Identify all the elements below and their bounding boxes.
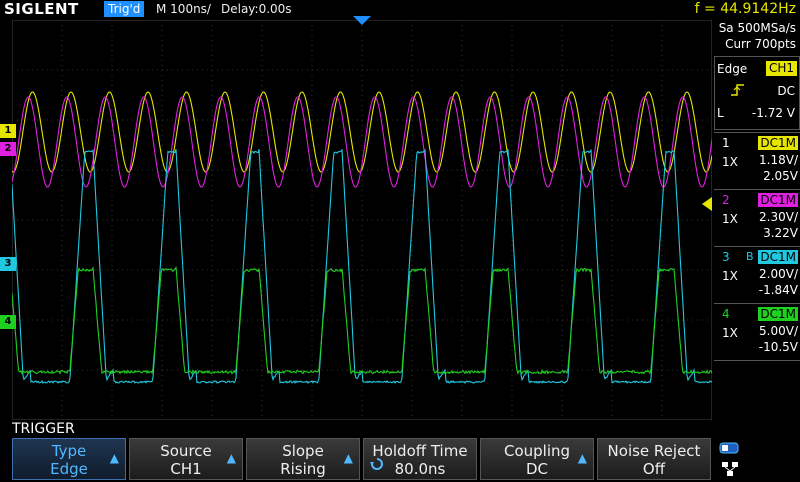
softkey-slope[interactable]: Slope Rising ▲ bbox=[246, 438, 360, 480]
softkey-noise-reject[interactable]: Noise Reject Off bbox=[597, 438, 711, 480]
ch2-scale: 2.30V/ bbox=[759, 210, 798, 224]
ch4-offset-marker[interactable]: 4 bbox=[0, 315, 16, 329]
siglent-logo: SIGLENT bbox=[4, 0, 79, 18]
trigger-type-label: Edge bbox=[717, 62, 747, 76]
softkey-type-label: Type bbox=[13, 442, 125, 460]
knob-adjust-icon bbox=[370, 457, 384, 475]
ch1-probe: 1X bbox=[722, 155, 738, 169]
ch4-number: 4 bbox=[722, 307, 730, 321]
softkey-holdoff-time[interactable]: Holdoff Time 80.0ns bbox=[363, 438, 477, 480]
softkey-type-value: Edge bbox=[13, 460, 125, 478]
softkey-coupling[interactable]: Coupling DC ▲ bbox=[480, 438, 594, 480]
trigger-status-badge: Trig'd bbox=[104, 1, 144, 17]
ch1-number: 1 bbox=[722, 136, 730, 150]
ch2-number: 2 bbox=[722, 193, 730, 207]
ch1-coupling-badge: DC1M bbox=[758, 136, 798, 150]
trigger-level-label: L bbox=[717, 106, 724, 120]
graticule bbox=[12, 20, 712, 420]
ch3-bandwidth-limit-indicator: B bbox=[746, 250, 754, 263]
rising-edge-icon bbox=[731, 83, 745, 101]
ch4-info[interactable]: 4 DC1M 1X 5.00V/ -10.5V bbox=[714, 303, 800, 361]
softkey-slope-label: Slope bbox=[247, 442, 359, 460]
trigger-level-marker[interactable] bbox=[702, 197, 712, 211]
waveform-display[interactable] bbox=[12, 20, 712, 420]
ch3-offset: -1.84V bbox=[759, 283, 798, 297]
ch4-probe: 1X bbox=[722, 326, 738, 340]
sample-rate: Sa 500MSa/s bbox=[718, 20, 796, 36]
status-bar: SIGLENT Trig'd M 100ns/ Delay:0.00s f = … bbox=[0, 0, 800, 18]
menu-title: TRIGGER bbox=[12, 420, 75, 438]
softkey-source-value: CH1 bbox=[130, 460, 242, 478]
softkey-noise-reject-label: Noise Reject bbox=[598, 442, 710, 460]
delay-readout[interactable]: Delay:0.00s bbox=[221, 1, 292, 17]
trigger-coupling-label: DC bbox=[777, 84, 795, 98]
right-info-panel: Sa 500MSa/s Curr 700pts Edge CH1 DC L -1… bbox=[714, 18, 800, 418]
ch2-offset-marker[interactable]: 2 bbox=[0, 142, 16, 156]
up-arrow-icon: ▲ bbox=[227, 451, 236, 465]
ch1-offset: 2.05V bbox=[763, 169, 798, 183]
ch3-offset-marker[interactable]: 3 bbox=[0, 257, 16, 271]
ch1-scale: 1.18V/ bbox=[759, 153, 798, 167]
network-icon bbox=[718, 442, 742, 478]
memory-depth: Curr 700pts bbox=[718, 36, 796, 52]
ch4-scale: 5.00V/ bbox=[759, 324, 798, 338]
trigger-source-badge: CH1 bbox=[766, 61, 797, 76]
up-arrow-icon: ▲ bbox=[344, 451, 353, 465]
trigger-level-value: -1.72 V bbox=[752, 106, 795, 120]
trigger-position-marker[interactable] bbox=[353, 16, 371, 26]
softkey-coupling-value: DC bbox=[481, 460, 593, 478]
ch3-number: 3 bbox=[722, 250, 730, 264]
softkey-coupling-label: Coupling bbox=[481, 442, 593, 460]
up-arrow-icon: ▲ bbox=[110, 451, 119, 465]
ch4-offset: -10.5V bbox=[759, 340, 798, 354]
acquisition-info: Sa 500MSa/s Curr 700pts bbox=[714, 18, 800, 54]
softkey-type[interactable]: Type Edge ▲ bbox=[12, 438, 126, 480]
softkey-source-label: Source bbox=[130, 442, 242, 460]
ch3-scale: 2.00V/ bbox=[759, 267, 798, 281]
ch4-coupling-badge: DC1M bbox=[758, 307, 798, 321]
ch3-info[interactable]: 3 B DC1M 1X 2.00V/ -1.84V bbox=[714, 246, 800, 303]
ch2-probe: 1X bbox=[722, 212, 738, 226]
softkey-slope-value: Rising bbox=[247, 460, 359, 478]
ch2-offset: 3.22V bbox=[763, 226, 798, 240]
softkey-noise-reject-value: Off bbox=[598, 460, 710, 478]
trigger-info-box[interactable]: Edge CH1 DC L -1.72 V bbox=[714, 56, 800, 130]
softkey-bar: Type Edge ▲ Source CH1 ▲ Slope Rising ▲ … bbox=[12, 438, 800, 480]
ch1-offset-marker[interactable]: 1 bbox=[0, 124, 16, 138]
ch2-info[interactable]: 2 DC1M 1X 2.30V/ 3.22V bbox=[714, 189, 800, 246]
frequency-counter: f = 44.9142Hz bbox=[695, 0, 796, 18]
softkey-source[interactable]: Source CH1 ▲ bbox=[129, 438, 243, 480]
ch1-info[interactable]: 1 DC1M 1X 1.18V/ 2.05V bbox=[714, 132, 800, 189]
system-status-icons bbox=[718, 442, 742, 478]
up-arrow-icon: ▲ bbox=[578, 451, 587, 465]
ch2-coupling-badge: DC1M bbox=[758, 193, 798, 207]
ch3-probe: 1X bbox=[722, 269, 738, 283]
timebase-readout[interactable]: M 100ns/ bbox=[156, 1, 211, 17]
ch3-coupling-badge: DC1M bbox=[758, 250, 798, 264]
